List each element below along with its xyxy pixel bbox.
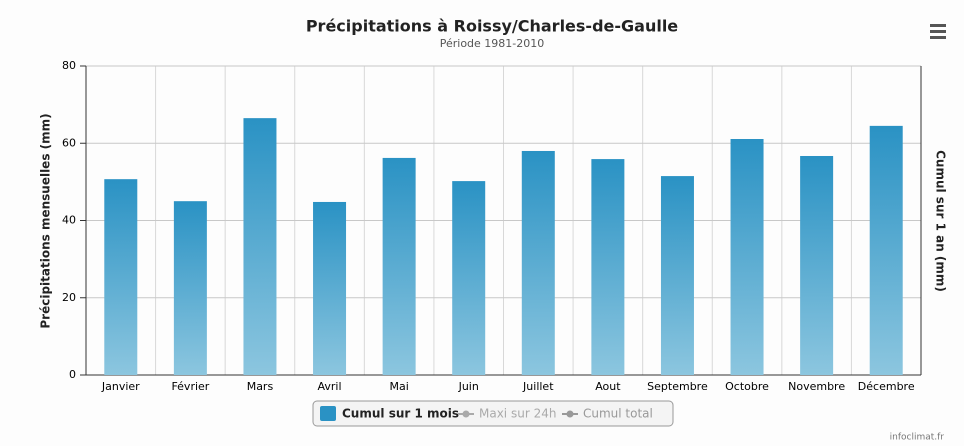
chart-title: Précipitations à Roissy/Charles-de-Gaull… [306,17,678,36]
y-tick-label: 0 [69,368,76,381]
menu-bar [930,30,946,33]
y-tick-label: 40 [62,214,76,227]
x-tick-label: Mai [389,380,408,393]
legend-label[interactable]: Cumul sur 1 mois [342,407,459,421]
legend-marker [462,410,470,418]
legend-marker [566,410,574,418]
bar [869,125,903,376]
menu-button[interactable] [930,24,946,39]
x-tick-label: Janvier [101,380,140,393]
x-tick-label: Mars [247,380,274,393]
bar [313,201,347,375]
chart-subtitle: Période 1981-2010 [440,37,545,50]
y-axis-label: Précipitations mensuelles (mm) [39,113,53,328]
x-tick-label: Septembre [647,380,708,393]
legend-label[interactable]: Maxi sur 24h [479,407,556,421]
y-tick-label: 20 [62,291,76,304]
y2-axis-label: Cumul sur 1 an (mm) [934,150,948,292]
x-tick-label: Novembre [788,380,845,393]
bar [104,179,138,375]
bar [382,157,416,375]
bar [243,118,277,376]
y-tick-label: 60 [62,136,76,149]
legend: Cumul sur 1 mois Maxi sur 24h Cumul total [312,400,674,427]
credit: infoclimat.fr [890,433,945,443]
legend-label[interactable]: Cumul total [583,407,653,421]
x-tick-label: Juillet [522,380,554,393]
x-tick-label: Février [171,380,209,393]
legend-swatch [320,406,336,421]
x-tick-label: Juin [458,380,479,393]
x-tick-label: Avril [318,380,342,393]
legend-box [312,400,674,427]
bar [660,176,694,375]
x-tick-label: Décembre [858,380,915,393]
menu-bar [930,36,946,39]
bar [800,155,834,375]
bar [173,201,207,375]
bar [591,159,625,375]
y-tick-label: 80 [62,59,76,72]
menu-bar [930,24,946,27]
x-tick-label: Aout [595,380,621,393]
bar [521,150,555,375]
bar [452,181,486,375]
x-tick-label: Octobre [725,380,769,393]
bar [730,139,764,375]
